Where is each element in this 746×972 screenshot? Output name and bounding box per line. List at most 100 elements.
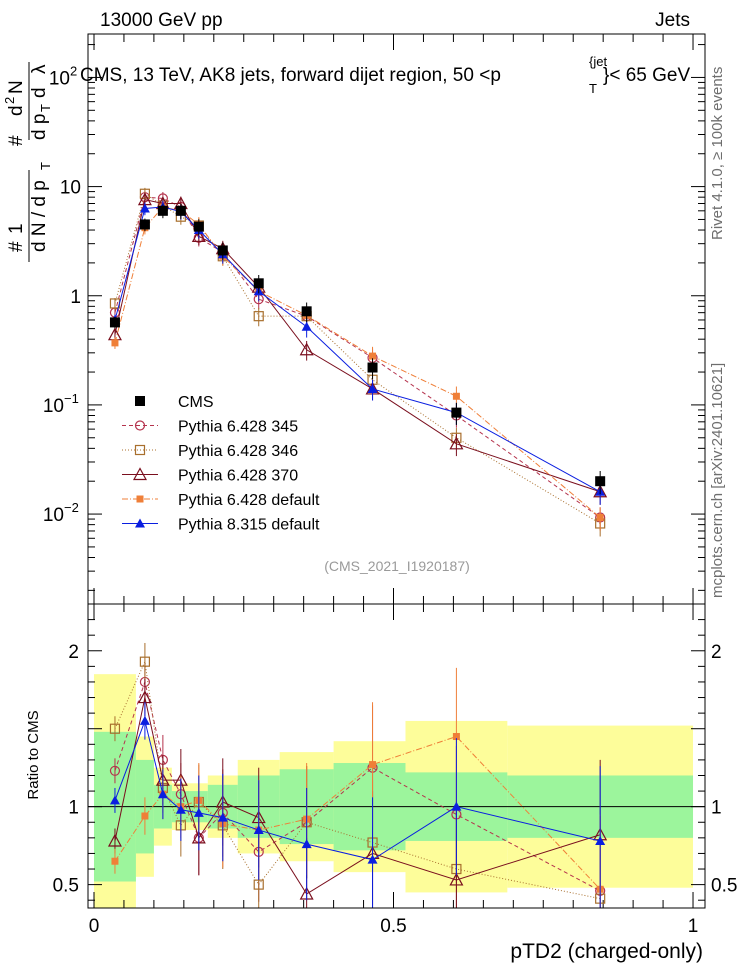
header-left: 13000 GeV pp — [100, 10, 223, 31]
x-tick-label: 0.5 — [380, 916, 406, 937]
ylabel-numer-2: d — [6, 105, 27, 116]
y-tick-exponent: 2 — [70, 63, 77, 78]
x-tick-label: 0 — [89, 916, 100, 937]
ratio-y-tick-label: 2 — [68, 642, 79, 663]
analysis-watermark: (CMS_2021_I1920187) — [324, 558, 470, 574]
plot-title-sub: T — [589, 81, 597, 96]
ylabel-denom-1: d N / d p — [29, 180, 50, 252]
data-point — [301, 306, 312, 317]
legend-label: Pythia 6.428 default — [178, 492, 320, 509]
ratio-point — [452, 733, 460, 741]
legend-label: Pythia 6.428 346 — [178, 443, 298, 460]
ratio-point — [217, 812, 228, 822]
ratio-point — [367, 854, 378, 864]
ratio-point — [111, 857, 119, 865]
side-text-top: Rivet 4.1.0, ≥ 100k events — [709, 67, 726, 240]
svg-text:2: 2 — [2, 97, 17, 104]
data-point — [217, 245, 228, 256]
y-tick-exponent: −1 — [64, 391, 79, 406]
ratio-point — [139, 656, 151, 667]
data-point — [301, 321, 312, 331]
svg-text:d p: d p — [29, 114, 50, 140]
data-point — [139, 219, 150, 230]
data-point — [452, 392, 460, 400]
ratio-point — [109, 765, 121, 776]
y-tick-label: 10 — [43, 396, 64, 417]
ylabel-numer-1: 1 — [6, 223, 27, 234]
ratio-point — [369, 761, 377, 769]
ratio-plot-frame — [87, 603, 706, 909]
data-point — [449, 436, 464, 450]
ratio-point — [253, 879, 264, 890]
legend-label: Pythia 8.315 default — [178, 517, 320, 534]
data-point — [369, 352, 377, 360]
data-point — [253, 311, 264, 322]
ratio-point — [109, 723, 121, 734]
data-point — [157, 205, 168, 216]
ratio-y-axis-label: Ratio to CMS — [25, 710, 42, 799]
svg-text:N: N — [6, 80, 27, 94]
plot-title-end: }< 65 GeV — [603, 65, 690, 86]
data-point — [193, 221, 204, 232]
ratio-point — [595, 835, 606, 845]
ratio-y-tick-label: 0.5 — [53, 876, 79, 897]
ratio-point — [175, 804, 186, 814]
svg-text:d: d — [29, 87, 50, 98]
legend-marker — [135, 396, 145, 406]
y-tick-label: 10 — [43, 505, 64, 526]
data-point — [109, 317, 120, 328]
series-CMS — [109, 203, 606, 495]
data-point — [253, 278, 264, 289]
data-point — [595, 476, 606, 487]
y-tick-label: 1 — [70, 287, 81, 308]
data-point — [191, 229, 206, 242]
ratio-series-p8 — [109, 702, 606, 908]
data-point — [299, 342, 314, 356]
data-point — [367, 362, 378, 373]
ylabel-left: # — [6, 241, 27, 252]
y-tick-label: 10 — [49, 68, 70, 89]
x-axis-label: pTD2 (charged-only) — [510, 940, 703, 963]
plot-title-sup: {jet — [589, 54, 607, 69]
legend-marker — [134, 444, 146, 456]
plot-title: CMS, 13 TeV, AK8 jets, forward dijet reg… — [80, 65, 501, 86]
svg-text:T: T — [38, 104, 53, 112]
ratio-point — [451, 801, 462, 811]
legend-marker — [135, 518, 145, 528]
data-point — [175, 205, 186, 216]
y-tick-exponent: −2 — [64, 500, 79, 515]
ratio-point — [139, 715, 150, 725]
legend-label: Pythia 6.428 345 — [178, 419, 298, 436]
data-point — [139, 203, 150, 213]
series-line — [114, 206, 601, 518]
ratio-point — [301, 839, 312, 849]
legend-marker — [136, 495, 144, 503]
ratio-point — [157, 789, 168, 799]
data-point — [111, 339, 119, 347]
ratio-point — [253, 825, 264, 835]
data-point — [451, 407, 462, 418]
legend-marker — [134, 420, 146, 431]
data-point — [596, 514, 604, 522]
svg-text:λ: λ — [29, 64, 50, 74]
ratio-point — [141, 812, 149, 820]
legend-marker — [132, 467, 148, 481]
ratio-point — [193, 807, 204, 817]
side-text-bottom: mcplots.cern.ch [arXiv:2401.10621] — [709, 363, 726, 598]
ratio-y-tick-label-right: 2 — [711, 642, 722, 663]
legend-label: CMS — [178, 394, 214, 411]
ratio-y-tick-label-right: 0.5 — [711, 876, 737, 897]
legend: CMS Pythia 6.428 345 Pythia 6.428 346 Pythi… — [122, 394, 320, 534]
ylabel-mid: # — [6, 135, 27, 146]
ratio-plot-content: 0.5 0.5 1 1 2 2 0 0.5 1 — [53, 604, 737, 937]
y-tick-label: 10 — [60, 178, 81, 199]
ratio-y-tick-label: 1 — [68, 798, 79, 819]
ratio-y-tick-label-right: 1 — [711, 798, 722, 819]
data-point — [367, 383, 378, 393]
svg-text:T: T — [38, 162, 53, 170]
ratio-point — [449, 872, 464, 886]
x-tick-label: 1 — [688, 916, 699, 937]
legend-label: Pythia 6.428 370 — [178, 468, 298, 485]
